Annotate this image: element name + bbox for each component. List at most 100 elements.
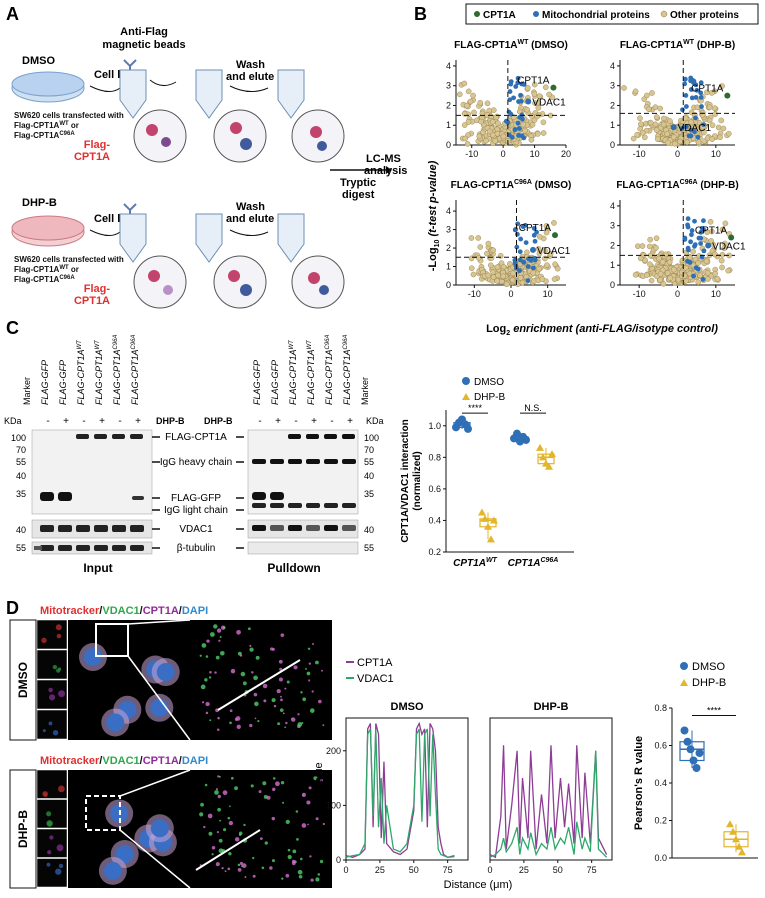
mito-point	[693, 115, 698, 121]
y-tick-label: 0.8	[654, 703, 667, 713]
zoom-signal	[227, 816, 231, 820]
x-tick-label: 0	[508, 289, 513, 299]
protein-point	[467, 98, 474, 105]
protein-point	[695, 260, 701, 266]
y-tick-label: 0.4	[428, 515, 441, 525]
zoom-signal	[209, 632, 215, 637]
protein-point	[639, 243, 646, 249]
row-label: DHP-B	[16, 810, 30, 848]
lane-label: FLAG-CPT1AWT	[76, 339, 86, 405]
protein-point	[477, 244, 484, 250]
protein-point	[464, 141, 471, 147]
tube-3	[277, 69, 305, 119]
mito-point	[530, 265, 536, 271]
zoom-signal	[295, 810, 299, 813]
zoom-signal	[264, 841, 268, 845]
protein-point	[661, 115, 667, 122]
profile-ylabel: Gray value	[313, 762, 325, 815]
protein-point	[503, 281, 510, 288]
dhpb-label-2: DHP-B	[204, 416, 233, 426]
zoom-signal	[217, 728, 220, 731]
legend-dhpb-marker	[680, 679, 688, 686]
panel-a: A DMSO SW620 cells transfected with Flag…	[6, 4, 407, 309]
protein-point	[643, 272, 650, 279]
dhpb-sign: -	[258, 416, 261, 427]
protein-point	[672, 140, 678, 147]
dhpb-sign: -	[330, 416, 333, 427]
roi-box	[95, 623, 129, 657]
protein-point	[519, 279, 526, 286]
protein-blob	[230, 122, 242, 134]
protein-point	[667, 275, 673, 281]
zoom-signal	[308, 786, 312, 790]
data-point	[729, 827, 737, 835]
legend-mito-dot	[533, 11, 539, 17]
protein-point	[535, 99, 542, 106]
x-tick-label: 20	[561, 149, 571, 159]
zoom-signal	[297, 713, 300, 716]
protein-point	[697, 272, 703, 279]
dish-dmso-top	[11, 71, 85, 97]
mw-left: 55	[16, 543, 26, 553]
protein-point	[683, 264, 689, 271]
band-vdac1	[324, 525, 338, 531]
zoom-signal	[230, 776, 234, 780]
zoom-signal	[261, 866, 265, 870]
channel-thumbnail	[36, 858, 68, 888]
zoom-image	[190, 620, 332, 740]
beads-label-2: magnetic beads	[102, 39, 185, 51]
y-tick-label: 3	[446, 81, 451, 91]
protein-point	[660, 281, 667, 287]
protein-point	[547, 251, 554, 257]
mito-point	[687, 259, 693, 265]
tube-4	[119, 213, 147, 263]
zoom-signal	[263, 699, 267, 703]
band-tubulin	[58, 545, 72, 551]
protein-point	[543, 229, 550, 236]
protein-point	[475, 235, 482, 241]
protein-point	[517, 274, 524, 281]
protein-point	[709, 122, 716, 129]
roi-connector	[127, 619, 191, 741]
mw-right: 35	[364, 489, 374, 499]
zoom-signal	[280, 633, 285, 638]
arrow-wash-1	[229, 85, 269, 92]
group-label: CPT1AC96A	[508, 557, 559, 569]
y-tick-label: 1	[446, 262, 451, 272]
cpt1a-label: CPT1A	[691, 84, 724, 95]
lane-label: FLAG-CPT1AC96A	[324, 334, 334, 405]
zoom-signal	[318, 699, 322, 704]
zoom-signal	[209, 670, 212, 674]
band-label: VDAC1	[179, 524, 213, 535]
vdac1-label: VDAC1	[532, 98, 566, 109]
dhpb-sign: -	[46, 416, 49, 427]
tryptic-2: digest	[342, 189, 375, 201]
protein-point	[712, 111, 718, 117]
protein-point	[536, 233, 543, 240]
zoom-signal	[199, 864, 202, 867]
cpt1a-point	[552, 232, 558, 239]
x-tick-label: 0	[675, 149, 680, 159]
zoom-signal	[309, 708, 315, 713]
line-profiles: CPT1A VDAC1 DMSO 0 25 50 75 0 100 200 DHP-B 0 25 50 75…	[313, 657, 613, 891]
channel-signal	[46, 820, 53, 827]
protein-point	[719, 251, 726, 258]
channel-signal	[48, 687, 53, 693]
protein-point	[470, 271, 477, 278]
zoom-signal	[220, 650, 225, 656]
protein-point	[476, 133, 483, 140]
protein-point	[641, 134, 648, 141]
zoom-signal	[292, 849, 297, 854]
x-tick-label: 10	[543, 289, 553, 299]
data-point	[490, 516, 498, 524]
protein-point	[657, 105, 663, 112]
mito-point	[531, 226, 537, 231]
stain-title: Mitotracker/VDAC1/CPT1A/DAPI	[40, 605, 208, 617]
protein-point	[529, 121, 536, 128]
mito-point	[507, 97, 513, 103]
protein-point	[470, 92, 476, 99]
y-tick-label: 0	[610, 140, 615, 150]
zoom-signal	[234, 837, 240, 842]
protein-point	[646, 243, 653, 250]
data-point	[464, 424, 472, 433]
